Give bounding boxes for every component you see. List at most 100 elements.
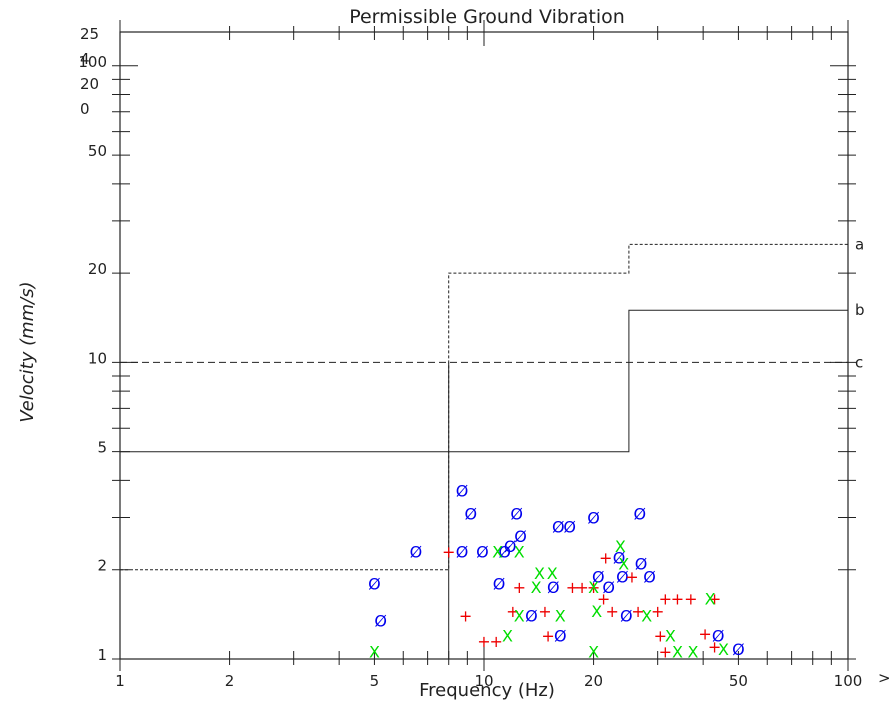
- data-point: X: [555, 607, 566, 626]
- top-left-label: 25: [80, 25, 99, 43]
- y-tick-label: 1: [97, 646, 107, 664]
- data-point: X: [534, 564, 545, 583]
- data-point: +: [566, 578, 579, 597]
- data-point: Ø: [514, 527, 527, 546]
- chart-title: Permissible Ground Vibration: [349, 6, 625, 28]
- data-point: Ø: [525, 607, 538, 626]
- data-point: Ø: [613, 548, 626, 567]
- data-point: X: [591, 602, 602, 621]
- y-tick-labels: 1 2 5 10 20 50 100: [78, 53, 107, 664]
- data-point: +: [477, 632, 490, 651]
- limit-curve-label: b: [855, 301, 865, 319]
- data-point: X: [705, 589, 716, 608]
- x-tick-labels: 1 2 5 10 20 50 100: [115, 672, 862, 690]
- data-point: Ø: [493, 574, 506, 593]
- x-tick-label: 1: [115, 672, 125, 690]
- data-point: Ø: [374, 611, 387, 630]
- data-point: +: [599, 548, 612, 567]
- y-tick-label: 100: [78, 53, 107, 71]
- top-left-label: 4: [80, 50, 90, 68]
- data-point: Ø: [635, 554, 648, 573]
- data-point: Ø: [368, 574, 381, 593]
- data-point: Ø: [634, 504, 647, 523]
- data-point: +: [575, 578, 588, 597]
- data-point: Ø: [592, 567, 605, 586]
- data-point: X: [588, 642, 599, 661]
- x-tick-label: 10: [474, 672, 493, 690]
- data-point: Ø: [498, 543, 511, 562]
- data-point: Ø: [456, 543, 469, 562]
- data-point: +: [708, 589, 721, 608]
- axis-ticks: [112, 20, 856, 671]
- limit-curve: [120, 309, 848, 453]
- limit-curve-label: a: [855, 235, 864, 253]
- data-point: Ø: [587, 508, 600, 527]
- data-point: +: [513, 578, 526, 597]
- data-point: X: [514, 607, 525, 626]
- data-point: Ø: [602, 578, 615, 597]
- data-point: X: [718, 640, 729, 659]
- data-point: X: [588, 578, 599, 597]
- limit-curve-label: c: [855, 353, 863, 371]
- data-point: +: [651, 602, 664, 621]
- data-point: Ø: [712, 627, 725, 646]
- y-tick-label: 10: [88, 349, 107, 367]
- top-left-labels: 25 4 20 0: [80, 25, 99, 118]
- y-tick-label: 20: [88, 260, 107, 278]
- data-point: X: [665, 627, 676, 646]
- y-tick-label: 50: [88, 142, 107, 160]
- limit-curves: [120, 243, 848, 659]
- y-tick-label: 5: [97, 439, 107, 457]
- data-point: Ø: [510, 504, 523, 523]
- x-overflow-label: >: [878, 669, 891, 687]
- data-point: X: [687, 642, 698, 661]
- x-axis-label: Frequency (Hz): [419, 680, 555, 701]
- limit-curve-labels: a b c: [855, 235, 865, 371]
- top-left-label: 0: [80, 100, 90, 118]
- data-point: X: [641, 607, 652, 626]
- data-point: Ø: [547, 578, 560, 597]
- data-point: X: [615, 537, 626, 556]
- data-point: X: [531, 578, 542, 597]
- x-tick-label: 50: [729, 672, 748, 690]
- data-point: Ø: [456, 481, 469, 500]
- top-left-label: 20: [80, 75, 99, 93]
- data-point: +: [541, 627, 554, 646]
- data-point: +: [698, 624, 711, 643]
- data-point: +: [506, 602, 519, 621]
- data-point: Ø: [643, 567, 656, 586]
- data-point: Ø: [554, 627, 567, 646]
- data-point: X: [672, 642, 683, 661]
- data-point: Ø: [465, 504, 478, 523]
- data-point: Ø: [410, 543, 423, 562]
- data-point: X: [618, 554, 629, 573]
- data-point: X: [492, 543, 503, 562]
- data-point: +: [605, 602, 618, 621]
- data-point: +: [442, 543, 455, 562]
- x-tick-label: 100: [834, 672, 863, 690]
- data-point: X: [514, 543, 525, 562]
- data-point: +: [684, 589, 697, 608]
- y-tick-label: 2: [97, 557, 107, 575]
- data-point: Ø: [476, 543, 489, 562]
- data-point: +: [625, 567, 638, 586]
- data-point: X: [502, 627, 513, 646]
- data-point: +: [631, 602, 644, 621]
- data-point: +: [587, 578, 600, 597]
- data-point: +: [489, 632, 502, 651]
- y-axis-label: Velocity (mm/s): [17, 281, 38, 422]
- data-point: Ø: [563, 517, 576, 536]
- data-point: Ø: [504, 537, 517, 556]
- data-point: Ø: [620, 607, 633, 626]
- limit-curve: [120, 243, 848, 571]
- data-point: +: [671, 589, 684, 608]
- x-tick-label: 20: [584, 672, 603, 690]
- data-point: Ø: [552, 517, 565, 536]
- data-point: +: [654, 627, 667, 646]
- data-point: X: [547, 564, 558, 583]
- data-point: +: [597, 589, 610, 608]
- x-tick-label: 2: [225, 672, 235, 690]
- data-point: Ø: [616, 567, 629, 586]
